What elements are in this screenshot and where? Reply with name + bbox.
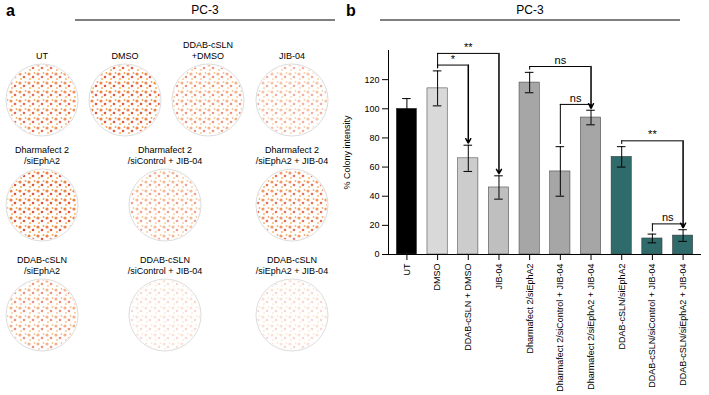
svg-text:DMSO: DMSO — [432, 264, 442, 291]
svg-text:+DMSO: +DMSO — [192, 51, 224, 61]
svg-text:/siControl + JIB-04: /siControl + JIB-04 — [128, 266, 202, 276]
svg-text:Dharmafect 2/siControl + JIB-0: Dharmafect 2/siControl + JIB-04 — [555, 264, 565, 392]
svg-text:DMSO: DMSO — [112, 51, 139, 61]
svg-text:/siControl + JIB-04: /siControl + JIB-04 — [128, 156, 202, 166]
svg-text:JIB-04: JIB-04 — [279, 51, 305, 61]
svg-text:DDAB-cSLN/siEphA2 + JIB-04: DDAB-cSLN/siEphA2 + JIB-04 — [678, 264, 688, 386]
svg-text:40: 40 — [369, 191, 379, 201]
svg-text:ns: ns — [555, 54, 567, 66]
svg-text:/siEphA2 + JIB-04: /siEphA2 + JIB-04 — [256, 156, 328, 166]
svg-text:DDAB-cSLN: DDAB-cSLN — [183, 40, 233, 50]
svg-text:DDAB-cSLN: DDAB-cSLN — [17, 255, 67, 265]
svg-text:20: 20 — [369, 220, 379, 230]
svg-text:*: * — [451, 53, 456, 65]
svg-text:Dharmafect 2: Dharmafect 2 — [15, 145, 69, 155]
svg-text:Dharmafect 2: Dharmafect 2 — [138, 145, 192, 155]
svg-text:DDAB-cSLN/siControl + JIB-04: DDAB-cSLN/siControl + JIB-04 — [647, 264, 657, 388]
svg-text:a: a — [6, 2, 15, 19]
svg-text:**: ** — [464, 41, 473, 53]
svg-text:Dharmafect 2: Dharmafect 2 — [265, 145, 319, 155]
svg-text:DDAB-cSLN: DDAB-cSLN — [140, 255, 190, 265]
svg-text:DDAB-cSLN + DMSO: DDAB-cSLN + DMSO — [463, 264, 473, 351]
svg-text:% Colony intensity: % Colony intensity — [342, 115, 352, 190]
svg-text:JIB-04: JIB-04 — [494, 264, 504, 290]
svg-text:120: 120 — [364, 75, 379, 85]
svg-text:UT: UT — [402, 263, 412, 275]
svg-text:/siEphA2 + JIB-04: /siEphA2 + JIB-04 — [256, 266, 328, 276]
svg-text:Dharmafect 2/siEphA2: Dharmafect 2/siEphA2 — [525, 264, 535, 354]
svg-text:100: 100 — [364, 104, 379, 114]
svg-text:b: b — [346, 2, 356, 19]
svg-text:60: 60 — [369, 162, 379, 172]
svg-text:PC-3: PC-3 — [191, 3, 219, 17]
svg-text:UT: UT — [36, 51, 48, 61]
svg-text:**: ** — [648, 128, 657, 140]
svg-text:80: 80 — [369, 133, 379, 143]
svg-text:PC-3: PC-3 — [516, 3, 544, 17]
svg-text:ns: ns — [662, 211, 674, 223]
svg-text:DDAB-cSLN: DDAB-cSLN — [267, 255, 317, 265]
svg-text:DDAB-cSLN/siEphA2: DDAB-cSLN/siEphA2 — [617, 264, 627, 350]
svg-text:Dharmafect 2/siEphA2 + JIB-04: Dharmafect 2/siEphA2 + JIB-04 — [586, 264, 596, 390]
svg-text:0: 0 — [374, 249, 379, 259]
svg-text:/siEphA2: /siEphA2 — [24, 156, 60, 166]
svg-text:ns: ns — [570, 92, 582, 104]
svg-text:/siEphA2: /siEphA2 — [24, 266, 60, 276]
